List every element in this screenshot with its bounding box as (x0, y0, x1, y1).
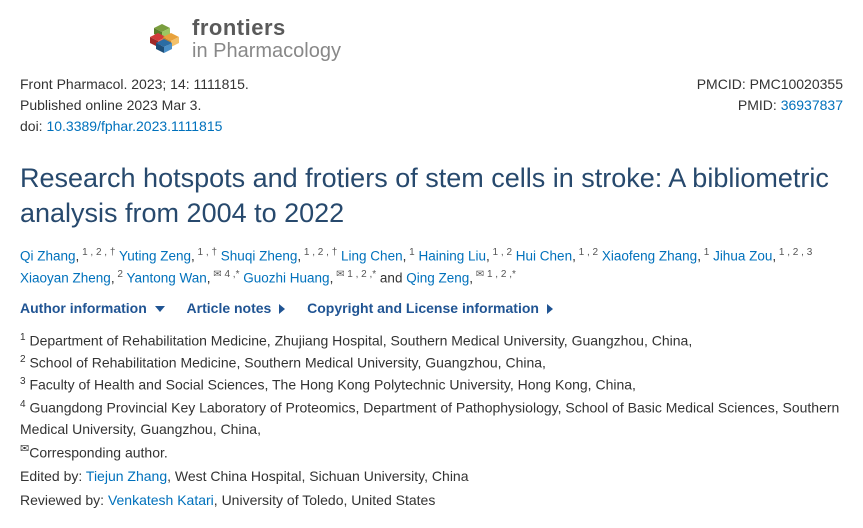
author-link[interactable]: Haining Liu (418, 249, 486, 264)
caret-right-icon (547, 304, 553, 314)
reviewer-link[interactable]: Venkatesh Katari (108, 492, 214, 508)
pmid-link[interactable]: 36937837 (781, 97, 843, 113)
author-link[interactable]: Shuqi Zheng (221, 249, 298, 264)
affiliation-line: 3 Faculty of Health and Social Sciences,… (20, 374, 843, 396)
journal-logo: frontiers in Pharmacology (150, 16, 843, 62)
info-links-row: Author information Article notes Copyrig… (20, 300, 843, 316)
author-information-toggle[interactable]: Author information (20, 300, 165, 316)
pmid-line: PMID: 36937837 (697, 95, 843, 116)
author-affiliation-sup: 2 (115, 269, 123, 280)
doi-line: doi: 10.3389/fphar.2023.1111815 (20, 116, 249, 137)
caret-down-icon (155, 306, 165, 312)
author-affiliation-sup: 1 (701, 247, 709, 258)
affiliation-line: 2 School of Rehabilitation Medicine, Sou… (20, 352, 843, 374)
journal-name-line1: frontiers (192, 16, 341, 40)
metadata-row: Front Pharmacol. 2023; 14: 1111815. Publ… (20, 74, 843, 137)
reviewed-by-line: Reviewed by: Venkatesh Katari, Universit… (20, 490, 843, 512)
author-link[interactable]: Yuting Zeng (119, 249, 191, 264)
caret-right-icon (279, 304, 285, 314)
frontiers-logo-icon (150, 21, 184, 58)
author-affiliation-sup: 1 , 2 , † (301, 247, 337, 258)
citation-block: Front Pharmacol. 2023; 14: 1111815. Publ… (20, 74, 249, 137)
author-affiliation-sup: 1 , 2 (490, 247, 512, 258)
pmcid: PMCID: PMC10020355 (697, 74, 843, 95)
author-link[interactable]: Qing Zeng (406, 271, 469, 286)
author-affiliation-sup: 1 , 2 , † (79, 247, 115, 258)
author-link[interactable]: Jihua Zou (713, 249, 772, 264)
author-link[interactable]: Ling Chen (341, 249, 403, 264)
mail-icon: ✉ (20, 443, 29, 455)
corresponding-author-note: ✉Corresponding author. (20, 441, 843, 464)
author-affiliation-sup: 1 , † (195, 247, 217, 258)
affiliation-line: 4 Guangdong Provincial Key Laboratory of… (20, 397, 843, 441)
author-affiliation-sup: ✉ 4 ,* (211, 269, 240, 280)
affiliations-block: 1 Department of Rehabilitation Medicine,… (20, 330, 843, 512)
author-link[interactable]: Hui Chen (516, 249, 572, 264)
published-online: Published online 2023 Mar 3. (20, 95, 249, 116)
article-notes-toggle[interactable]: Article notes (187, 300, 286, 316)
doi-label: doi: (20, 118, 46, 134)
authors-list: Qi Zhang, 1 , 2 , † Yuting Zeng, 1 , † S… (20, 245, 843, 289)
author-affiliation-sup: 1 , 2 (576, 247, 598, 258)
editor-link[interactable]: Tiejun Zhang (86, 468, 167, 484)
pmid-label: PMID: (738, 97, 781, 113)
author-link[interactable]: Guozhi Huang (243, 271, 329, 286)
author-affiliation-sup: ✉ 1 , 2 ,* (333, 269, 376, 280)
edited-by-line: Edited by: Tiejun Zhang, West China Hosp… (20, 466, 843, 488)
author-link[interactable]: Xiaoyan Zheng (20, 271, 111, 286)
author-link[interactable]: Qi Zhang (20, 249, 76, 264)
affiliation-line: 1 Department of Rehabilitation Medicine,… (20, 330, 843, 352)
author-link[interactable]: Xiaofeng Zhang (602, 249, 697, 264)
article-title: Research hotspots and frotiers of stem c… (20, 161, 843, 231)
author-affiliation-sup: 1 , 2 , 3 (776, 247, 812, 258)
ids-block: PMCID: PMC10020355 PMID: 36937837 (697, 74, 843, 137)
doi-link[interactable]: 10.3389/fphar.2023.1111815 (46, 118, 222, 134)
author-affiliation-sup: ✉ 1 , 2 ,* (473, 269, 516, 280)
journal-name-line2: in Pharmacology (192, 40, 341, 62)
journal-logo-text: frontiers in Pharmacology (192, 16, 341, 62)
author-affiliation-sup: 1 (406, 247, 414, 258)
citation-line: Front Pharmacol. 2023; 14: 1111815. (20, 74, 249, 95)
license-information-toggle[interactable]: Copyright and License information (307, 300, 553, 316)
author-link[interactable]: Yantong Wan (126, 271, 206, 286)
